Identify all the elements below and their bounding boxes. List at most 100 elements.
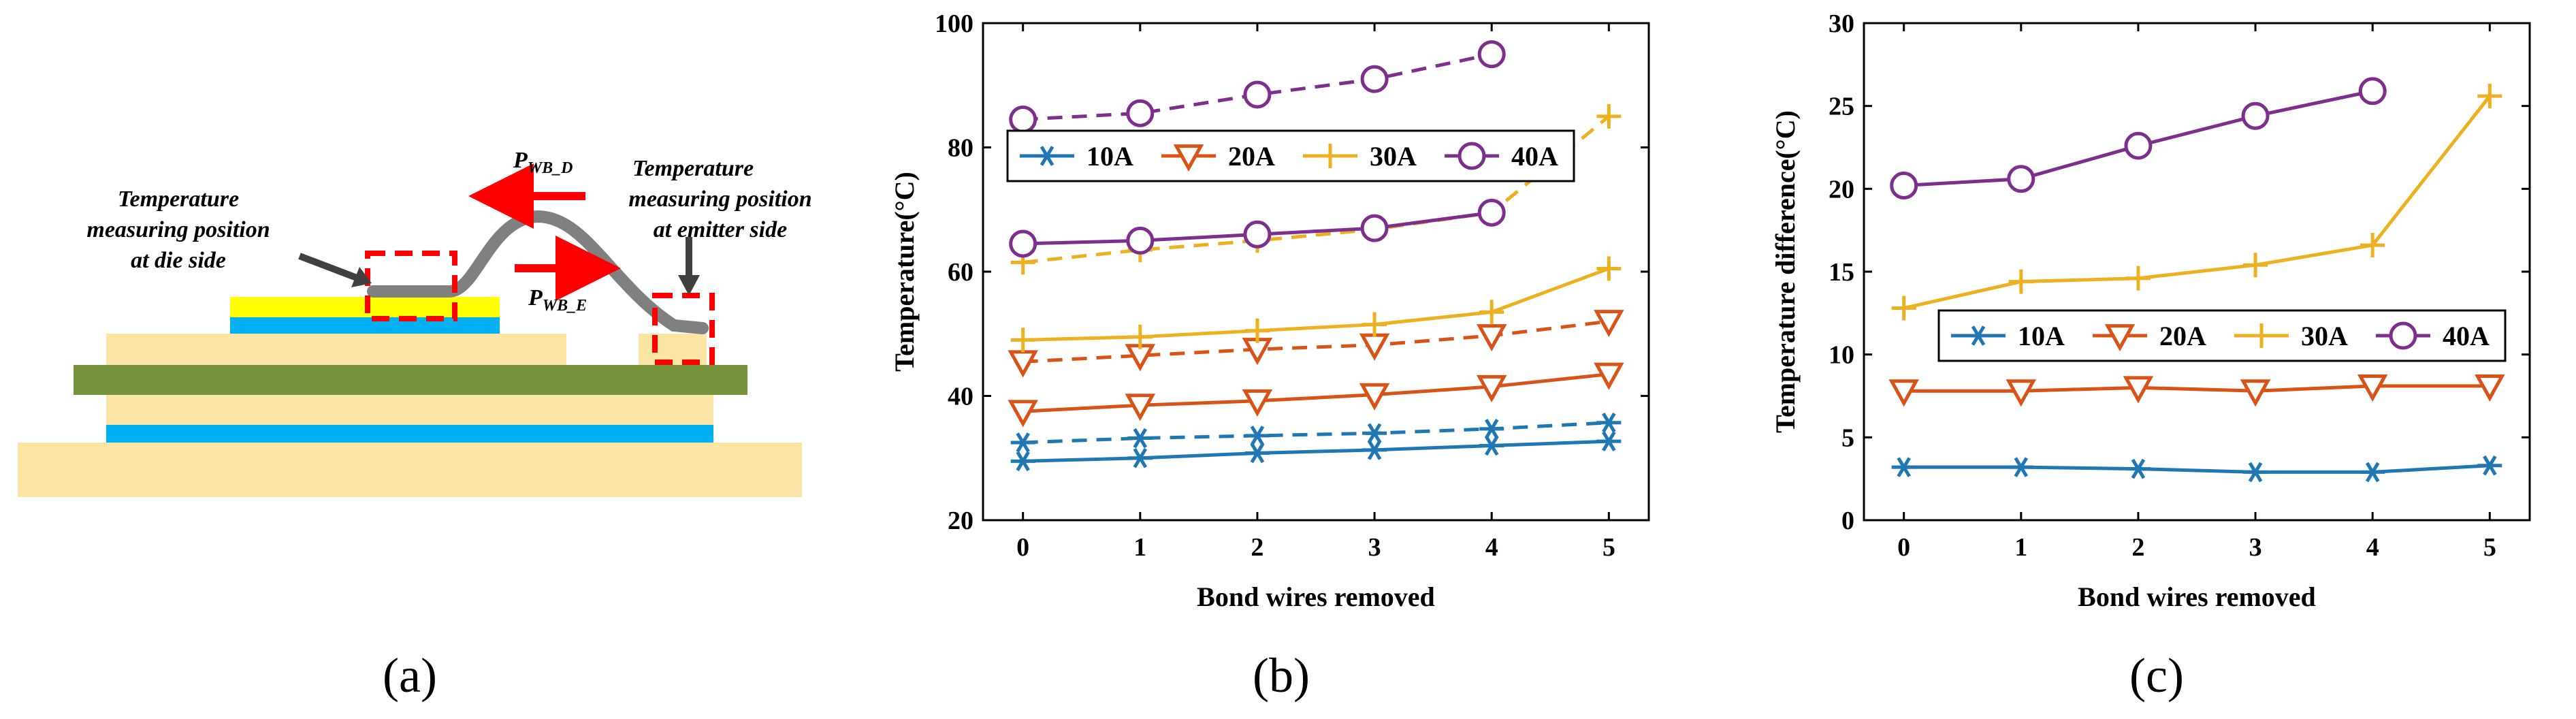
legend-swatch-marker — [1318, 144, 1342, 168]
label-emitter-line2: measuring position — [628, 187, 811, 212]
series-line-20A-solid — [1023, 372, 1609, 413]
y-tick-label: 40 — [948, 383, 973, 411]
legend-label: 10A — [1086, 141, 1133, 172]
series-line-10A-solid — [1903, 464, 2490, 474]
data-point-20A — [2475, 374, 2505, 402]
pwb-e-label: PWB_E — [528, 285, 587, 315]
die-solder — [230, 317, 500, 334]
label-emitter-line3: at emitter side — [654, 217, 787, 242]
data-point-20A — [1594, 310, 1624, 338]
data-point-20A — [2006, 379, 2037, 407]
data-point-40A — [1890, 171, 1918, 199]
measure-box-emitter — [652, 293, 715, 365]
pointer-emitter-head — [678, 275, 700, 295]
data-point-30A — [1127, 324, 1153, 349]
legend-swatch-marker — [1966, 325, 1991, 346]
data-point-20A — [1125, 394, 1156, 421]
data-point-20A — [1888, 379, 1919, 407]
data-point-20A — [1476, 374, 1507, 402]
data-point-40A — [2124, 131, 2153, 160]
data-point-30A — [1891, 295, 1916, 321]
panel-label-b: (b) — [1253, 648, 1310, 703]
data-point-40A — [2007, 165, 2035, 193]
legend-swatch-marker — [2249, 323, 2274, 348]
y-tick-label: 100 — [935, 10, 973, 38]
data-point-20A — [1594, 362, 1624, 390]
chart-temperature-difference: 0 1 2 3 4 5 0 5 10 15 20 25 30 Bond wires removed Te… — [1770, 10, 2531, 612]
chart-b-ticks: 0 1 2 3 4 5 20 40 60 80 100 — [935, 10, 1649, 562]
label-die-line3: at die side — [131, 248, 226, 273]
x-tick-label: 3 — [2249, 533, 2262, 562]
x-tick-label: 1 — [1133, 533, 1146, 562]
chart-b-xlabel: Bond wires removed — [1197, 581, 1435, 612]
data-point-10A — [1127, 447, 1153, 468]
series-line-40A-dashed — [1023, 52, 1492, 121]
ceramic-substrate-lower — [106, 392, 713, 425]
data-point-10A — [1891, 457, 1916, 477]
data-point-10A — [2125, 458, 2151, 479]
series-line-30A-solid — [1903, 95, 2492, 310]
legend-entry-20A: 20A — [2093, 321, 2206, 352]
data-point-30A — [1479, 300, 1504, 325]
data-point-10A — [1127, 428, 1153, 449]
pwb-d-label: PWB_D — [513, 148, 573, 177]
data-point-40A — [1360, 65, 1389, 93]
data-point-10A — [2008, 457, 2033, 477]
data-point-30A — [2125, 266, 2151, 291]
data-point-10A — [1362, 440, 1387, 460]
x-tick-label: 5 — [1603, 533, 1615, 562]
data-point-30A — [2360, 233, 2385, 258]
data-point-40A — [1126, 99, 1155, 127]
pointer-die-head — [351, 267, 372, 287]
panel-label-c: (c) — [2129, 648, 2184, 703]
data-point-10A — [1244, 426, 1270, 446]
data-point-40A — [1243, 80, 1272, 109]
x-tick-label: 2 — [1251, 533, 1263, 562]
dbc-ceramic-layer — [74, 365, 747, 395]
data-point-10A — [1596, 412, 1622, 433]
x-tick-label: 0 — [1016, 533, 1029, 562]
data-point-10A — [1596, 431, 1622, 451]
solder-layer-bottom — [106, 425, 713, 443]
baseplate-bottom — [18, 443, 802, 497]
series-line-10A-solid — [1023, 439, 1609, 463]
legend-entry-20A: 20A — [1161, 141, 1275, 172]
series-line-30A-dashed — [1023, 114, 1610, 264]
legend-label: 40A — [2443, 321, 2490, 351]
data-point-20A — [1008, 400, 1038, 428]
legend-label: 20A — [1228, 141, 1275, 172]
data-point-20A — [1359, 383, 1390, 411]
data-point-40A — [1477, 40, 1506, 69]
x-tick-label: 2 — [2131, 533, 2144, 562]
x-tick-label: 4 — [1485, 533, 1498, 562]
data-point-40A — [2241, 101, 2270, 130]
data-point-30A — [2243, 253, 2268, 278]
chart-c-ylabel: Temperature difference(°C) — [1770, 110, 1801, 433]
legend-label: 30A — [1370, 141, 1417, 172]
data-point-10A — [1244, 443, 1270, 464]
data-point-10A — [1479, 419, 1504, 439]
label-die-line1: Temperature — [118, 187, 239, 212]
data-point-10A — [1010, 432, 1035, 453]
legend-label: 10A — [2018, 321, 2065, 351]
chart-b-legend: 10A 20A 30A 40A — [1006, 129, 1575, 182]
data-point-30A — [1596, 256, 1622, 281]
data-point-10A — [1479, 435, 1504, 456]
legend-entry-40A: 40A — [2376, 321, 2490, 351]
chart-b-series — [1008, 40, 1624, 472]
y-tick-label: 25 — [1829, 93, 1854, 121]
data-point-20A — [1242, 389, 1273, 417]
data-point-10A — [2243, 462, 2268, 483]
series-line-30A-solid — [1023, 267, 1610, 342]
data-point-30A — [1362, 312, 1387, 337]
chart-c-xlabel: Bond wires removed — [2078, 581, 2316, 612]
data-point-40A — [2358, 77, 2387, 106]
legend-entry-10A: 10A — [1951, 321, 2065, 351]
y-tick-label: 0 — [1841, 507, 1854, 535]
data-point-10A — [1010, 451, 1035, 472]
x-tick-label: 0 — [1897, 533, 1910, 562]
data-point-30A — [1596, 103, 1622, 129]
data-point-40A — [1126, 226, 1155, 255]
series-line-20A-solid — [1903, 384, 2490, 393]
